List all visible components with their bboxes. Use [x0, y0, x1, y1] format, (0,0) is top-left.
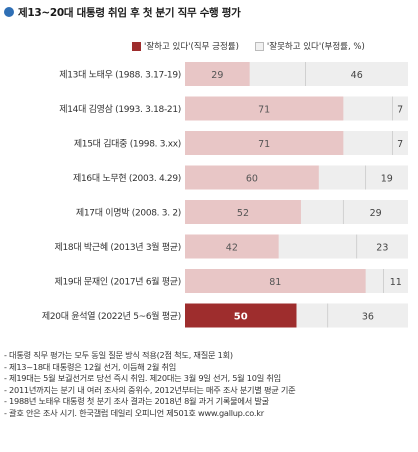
category-label: 제20대 윤석열 (2022년 5~6월 평균) — [42, 310, 181, 322]
negative-bar — [327, 303, 408, 328]
legend-negative-swatch — [254, 41, 264, 51]
category-label: 제18대 박근혜 (2013년 3월 평균) — [55, 241, 181, 253]
positive-bar — [185, 200, 301, 224]
category-label: 제19대 문재인 (2017년 6월 평균) — [55, 276, 181, 288]
negative-value-label: 29 — [370, 208, 382, 219]
positive-bar — [185, 131, 344, 155]
positive-bar — [185, 269, 366, 293]
negative-bar — [392, 131, 408, 155]
approval-chart: 제13대 노태우 (1988. 3.17-19) 29 46 제14대 김영삼 (19… — [0, 58, 418, 334]
footnote: - 2011년까지는 분기 내 여러 조사의 중위수, 2012년부터는 매주 … — [4, 384, 296, 395]
negative-bar — [383, 269, 408, 293]
negative-value-label: 36 — [362, 312, 374, 323]
legend-negative-label: '잘못하고 있다'(부정률, %) — [266, 42, 365, 52]
negative-bar — [343, 200, 408, 224]
positive-value-label: 50 — [234, 312, 248, 323]
category-label: 제16대 노무현 (2003. 4.29) — [73, 173, 181, 184]
category-label: 제13대 노태우 (1988. 3.17-19) — [59, 70, 181, 81]
footnote: - 제13~18대 대통령은 12월 선거, 이듬해 2월 취임 — [4, 361, 177, 372]
positive-bar — [185, 96, 344, 121]
negative-value-label: 7 — [397, 105, 403, 116]
positive-value-label: 71 — [258, 105, 270, 116]
legend: '잘하고 있다'(직무 긍정률) '잘못하고 있다'(부정률, %) — [132, 40, 412, 52]
chart-svg: 제13대 노태우 (1988. 3.17-19) 29 46 제14대 김영삼 (19… — [42, 62, 408, 328]
legend-positive-swatch — [132, 41, 141, 51]
chart-title: 제13~20대 대통령 취임 후 첫 분기 직무 수행 평가 — [18, 6, 241, 19]
positive-value-label: 52 — [237, 208, 249, 219]
negative-value-label: 46 — [351, 70, 363, 81]
negative-bar — [305, 62, 408, 86]
positive-bar — [185, 234, 279, 259]
negative-bar — [392, 96, 408, 121]
footnotes: - 대통령 직무 평가는 모두 동일 질문 방식 적용(2점 척도, 재질문 1… — [4, 350, 416, 420]
category-label: 제15대 김대중 (1998. 3.xx) — [74, 138, 181, 150]
positive-bar — [185, 62, 250, 86]
footnote: - 대통령 직무 평가는 모두 동일 질문 방식 적용(2점 척도, 재질문 1… — [4, 350, 233, 360]
positive-bar — [185, 165, 319, 190]
legend-positive-label: '잘하고 있다'(직무 긍정률) — [144, 42, 239, 52]
footnote: - 괄호 안은 조사 시기. 한국갤럽 데일리 오피니언 제501호 www.g… — [4, 407, 264, 418]
positive-value-label: 71 — [258, 139, 270, 150]
negative-value-label: 11 — [390, 277, 402, 288]
footnote: - 제19대는 5월 보궐선거로 당선 즉시 취임. 제20대는 3월 9일 선… — [4, 373, 281, 384]
negative-bar — [356, 234, 408, 259]
category-label: 제14대 김영삼 (1993. 3.18-21) — [59, 103, 181, 115]
positive-value-label: 60 — [246, 174, 258, 185]
negative-value-label: 19 — [381, 174, 393, 185]
title-bullet-icon — [4, 7, 14, 17]
positive-bar — [185, 303, 297, 328]
positive-value-label: 42 — [226, 243, 238, 254]
positive-value-label: 81 — [269, 277, 281, 288]
footnote: - 1988년 노태우 대통령 첫 분기 조사 결과는 2018년 8월 과거 … — [4, 396, 269, 407]
negative-value-label: 23 — [376, 243, 388, 254]
chart-title-row: 제13~20대 대통령 취임 후 첫 분기 직무 수행 평가 — [4, 4, 241, 20]
negative-bar — [365, 165, 408, 190]
positive-value-label: 29 — [211, 70, 223, 81]
category-label: 제17대 이명박 (2008. 3. 2) — [76, 208, 181, 219]
negative-value-label: 7 — [397, 139, 403, 150]
